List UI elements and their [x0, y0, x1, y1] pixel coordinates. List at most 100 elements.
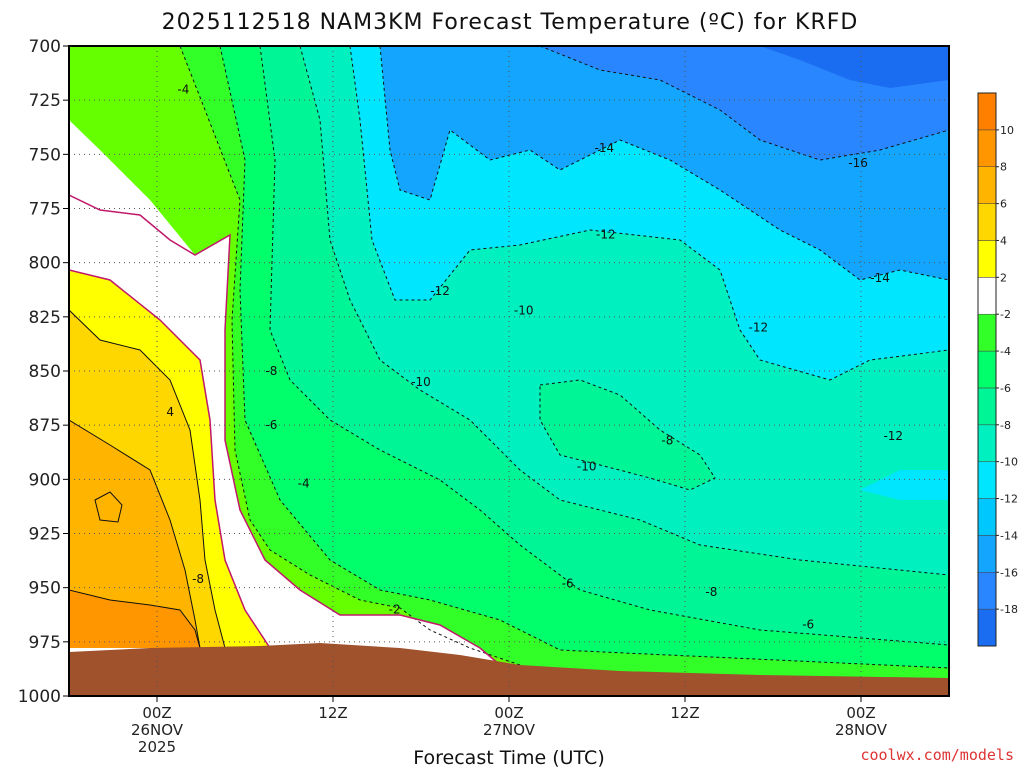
colorbar-swatch — [977, 608, 997, 647]
contour-label: -8 — [705, 585, 717, 599]
x-tick-label: 12Z — [318, 704, 347, 722]
contour-label: -14 — [870, 271, 890, 285]
site-credit: coolwx.com/models — [860, 746, 1014, 764]
colorbar-swatch — [977, 461, 997, 499]
colorbar-swatch — [977, 129, 997, 167]
colorbar: 10 8 6 4 2 -2 -4 -6 -8 -10 -12 -14 -16 -18 — [977, 92, 1018, 647]
colorbar-frame — [977, 92, 997, 647]
y-tick-label: 800 — [29, 254, 61, 274]
colorbar-tick-label: -18 — [1000, 603, 1018, 616]
colorbar-tick-label: 2 — [1000, 271, 1007, 284]
colorbar-swatch — [977, 424, 997, 462]
contour-minus-12 — [349, 46, 949, 381]
contour-label: -6 — [265, 418, 277, 432]
contour-label: -12 — [596, 228, 616, 242]
colorbar-swatch — [977, 572, 997, 610]
y-tick-label: 725 — [29, 91, 61, 111]
x-tick-label: 27NOV — [483, 721, 536, 739]
y-axis: 700 725 750 775 800 825 850 875 900 925 950 975 1000 — [18, 37, 69, 707]
contour-minus-6 — [219, 46, 949, 669]
colorbar-tick-label: 8 — [1000, 161, 1007, 174]
x-axis-label: Forecast Time (UTC) — [413, 747, 604, 768]
ground-terrain — [69, 643, 949, 696]
y-tick-label: 925 — [29, 525, 61, 545]
y-tick-label: 850 — [29, 362, 61, 382]
contour-lines — [69, 46, 949, 669]
contour-minus-10 — [299, 46, 949, 576]
colorbar-swatch — [977, 498, 997, 536]
contour-label: -8 — [192, 572, 204, 586]
colorbar-swatch — [977, 92, 997, 131]
contour-label: -14 — [595, 141, 615, 155]
contour-label: -4 — [298, 477, 310, 491]
band-minus-18 — [760, 46, 949, 88]
contour-minus-8-blob — [539, 379, 716, 491]
y-tick-label: 750 — [29, 145, 61, 165]
x-tick-label: 28NOV — [835, 721, 888, 739]
colorbar-swatch — [977, 313, 997, 352]
x-tick-label: 00Z — [846, 704, 875, 722]
x-tick-label: 00Z — [494, 704, 523, 722]
chart-title: 2025112518 NAM3KM Forecast Temperature (… — [162, 10, 859, 35]
y-tick-label: 1000 — [18, 687, 61, 707]
band-plus-8 — [69, 590, 200, 648]
colorbar-swatch — [977, 535, 997, 573]
colorbar-swatch — [977, 240, 997, 278]
colorbar-tick-label: -12 — [1000, 493, 1018, 506]
colorbar-tick-label: -6 — [1000, 382, 1011, 395]
colorbar-swatch — [977, 166, 997, 204]
y-tick-label: 875 — [29, 416, 61, 436]
y-tick-label: 775 — [29, 200, 61, 220]
colorbar-swatch — [977, 203, 997, 241]
colorbar-tick-label: -4 — [1000, 345, 1011, 358]
contour-minus-4 — [179, 46, 521, 666]
y-tick-label: 950 — [29, 579, 61, 599]
contour-plus-4 — [69, 309, 226, 649]
y-tick-label: 825 — [29, 308, 61, 328]
colorbar-swatch — [977, 277, 997, 315]
colorbar-tick-label: -16 — [1000, 566, 1018, 579]
contour-label: -4 — [177, 82, 189, 96]
contour-label: -8 — [265, 364, 277, 378]
colorbar-tick-label: -14 — [1000, 529, 1018, 542]
colorbar-tick-label: -8 — [1000, 419, 1011, 432]
colorbar-tick-label: -2 — [1000, 308, 1011, 321]
plot-area: -4 -14 -16 -12 -14 -12 -10 -12 -8 -10 4 -6 -8 -12 -10 -… — [18, 37, 950, 756]
colorbar-tick-label: -10 — [1000, 456, 1018, 469]
contour-label: -12 — [430, 284, 450, 298]
contour-plus-6 — [69, 419, 201, 649]
y-tick-label: 900 — [29, 470, 61, 490]
colorbar-tick-label: 6 — [1000, 198, 1007, 211]
contour-label: -10 — [514, 303, 534, 317]
y-tick-label: 975 — [29, 633, 61, 653]
grid-lines — [69, 46, 949, 696]
colorbar-swatch — [977, 387, 997, 426]
contour-label: -12 — [749, 321, 769, 335]
y-tick-label: 700 — [29, 37, 61, 57]
contour-label: -6 — [802, 618, 814, 632]
contour-plus-2 — [69, 269, 271, 649]
contour-label: -8 — [661, 433, 673, 447]
contour-zero — [69, 194, 501, 666]
contour-label: -6 — [562, 576, 574, 590]
x-tick-label: 26NOV — [131, 721, 184, 739]
contour-label: -12 — [883, 429, 903, 443]
x-tick-label: 2025 — [138, 738, 176, 756]
band-minus-8-blob — [540, 380, 715, 490]
x-tick-label: 12Z — [670, 704, 699, 722]
contour-plus-8 — [69, 589, 201, 649]
contour-plus-6-loop — [94, 491, 123, 523]
contour-minus-16 — [539, 46, 949, 161]
colorbar-tick-label: 10 — [1000, 124, 1014, 137]
colorbar-tick-label: 4 — [1000, 234, 1007, 247]
contour-minus-14 — [379, 46, 949, 281]
contour-label: 4 — [166, 405, 174, 419]
contour-label: -10 — [411, 375, 431, 389]
x-tick-label: 00Z — [142, 704, 171, 722]
contour-label: -10 — [577, 459, 597, 473]
contour-label: -2 — [389, 602, 401, 616]
contour-labels: -4 -14 -16 -12 -14 -12 -10 -12 -8 -10 4 -6 -8 -12 -10 -… — [166, 82, 903, 631]
contour-label: -16 — [848, 156, 868, 170]
